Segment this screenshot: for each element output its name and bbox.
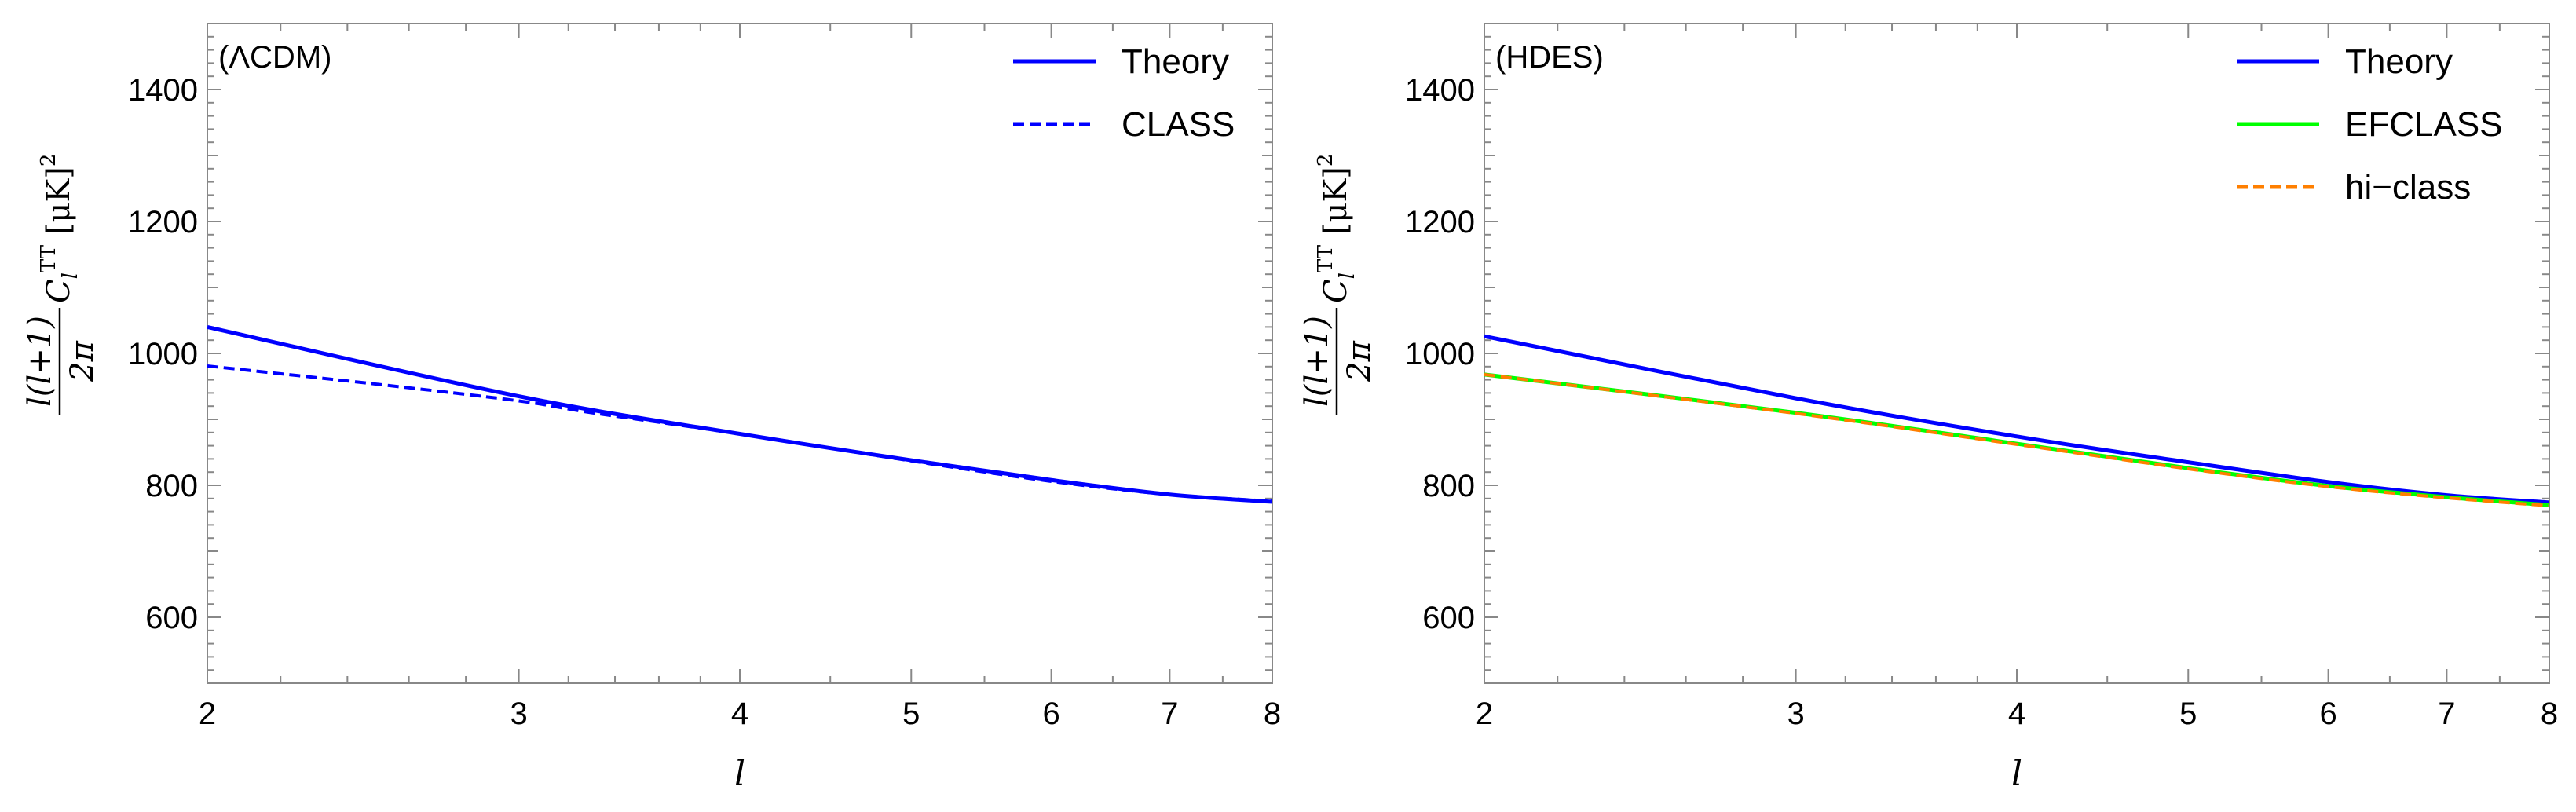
- x-tick-label: 5: [2179, 697, 2197, 731]
- x-axis-label: l: [734, 754, 745, 794]
- x-tick-label: 5: [902, 697, 920, 731]
- x-tick-label: 6: [1042, 697, 1059, 731]
- x-tick-label: 6: [2319, 697, 2336, 731]
- y-tick-label: 800: [145, 469, 198, 503]
- y-tick-label: 1000: [128, 337, 198, 371]
- y-tick-label: 1200: [1405, 205, 1475, 240]
- y-tick-label: 600: [1422, 601, 1475, 635]
- series-line-theory: [1484, 334, 2549, 505]
- y-label-numerator: l(l+1): [1299, 316, 1335, 407]
- legend-label: Theory: [2345, 42, 2453, 81]
- x-tick-label: 7: [2438, 697, 2455, 731]
- y-tick-label: 1000: [1405, 337, 1475, 371]
- legend: Theory CLASS: [1013, 42, 1235, 144]
- y-tick-label: 1400: [128, 73, 198, 108]
- series-line-efclass: [1484, 372, 2549, 507]
- y-label-numerator: l(l+1): [22, 316, 58, 407]
- x-axis-label: l: [2011, 754, 2022, 794]
- y-label-denominator: 2π: [64, 340, 101, 382]
- y-tick-label: 800: [1422, 469, 1475, 503]
- y-label-denominator: 2π: [1341, 340, 1378, 382]
- x-tick-label: 8: [2541, 697, 2558, 731]
- x-tick-label: 2: [1476, 697, 1493, 731]
- legend: Theory EFCLASS hi−class: [2237, 42, 2503, 207]
- series-line-theory: [207, 324, 1272, 504]
- x-tick-label: 3: [510, 697, 527, 731]
- y-tick-label: 1200: [128, 205, 198, 240]
- x-tick-label: 4: [2008, 697, 2025, 731]
- y-axis-label: l(l+1) 2π ClTT [μK]2: [1299, 154, 1378, 415]
- x-tick-label: 7: [1161, 697, 1178, 731]
- y-label-quantity: ClTT [μK]2: [1314, 154, 1359, 303]
- panel-label: (ΛCDM): [218, 40, 331, 75]
- y-label-quantity: ClTT [μK]2: [37, 154, 82, 303]
- plot-frame: [207, 23, 1273, 684]
- legend-label: hi−class: [2345, 168, 2471, 207]
- x-tick-label: 2: [199, 697, 216, 731]
- legend-label: CLASS: [1122, 105, 1235, 144]
- series-line-hi-class: [1484, 372, 2549, 508]
- y-axis-label: l(l+1) 2π ClTT [μK]2: [22, 154, 101, 415]
- chart-panel-1: 2 3 4 5 6 7 8 600 800 1000 1200 1400 (ΛCDM) l l(l+1) 2π…: [22, 23, 1281, 794]
- x-tick-label: 8: [1264, 697, 1281, 731]
- panel-label: (HDES): [1495, 40, 1604, 75]
- chart-panel-2: 2 3 4 5 6 7 8 600 800 1000 1200 1400 (HDES) l l(l+1) 2π…: [1299, 23, 2558, 794]
- x-tick-label: 4: [731, 697, 748, 731]
- series-line-class: [207, 364, 1272, 503]
- x-tick-label: 3: [1787, 697, 1804, 731]
- y-tick-label: 600: [145, 601, 198, 635]
- y-tick-label: 1400: [1405, 73, 1475, 108]
- legend-label: EFCLASS: [2345, 105, 2503, 144]
- legend-label: Theory: [1122, 42, 1229, 81]
